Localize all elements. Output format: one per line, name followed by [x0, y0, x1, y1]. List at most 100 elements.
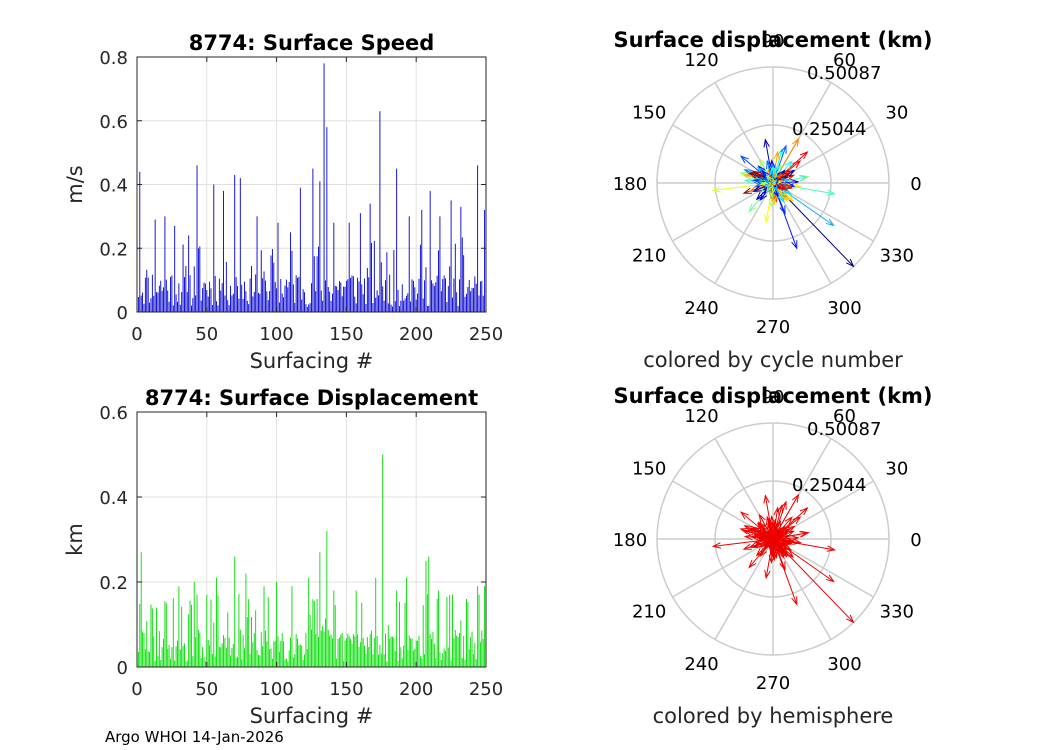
chart-subtitle: colored by cycle number	[643, 348, 903, 372]
vector-arrowhead	[774, 163, 781, 174]
bar	[260, 250, 262, 312]
bar	[422, 605, 424, 667]
y-axis-label: km	[63, 523, 87, 556]
bar	[313, 256, 315, 312]
y-tick-label: 0.8	[99, 48, 128, 69]
bar	[373, 240, 375, 312]
vector-arrowhead	[761, 169, 770, 179]
bar	[345, 280, 347, 312]
bar	[309, 614, 311, 667]
bar	[375, 577, 377, 667]
bar	[199, 632, 201, 667]
vector-arrowhead	[780, 192, 790, 201]
bar	[431, 280, 433, 312]
vector-arrowhead	[777, 538, 787, 546]
bar	[379, 644, 381, 667]
bar	[419, 244, 421, 312]
bar	[386, 661, 388, 667]
bar	[412, 280, 414, 312]
x-tick-label: 50	[195, 679, 218, 700]
x-tick-label: 250	[469, 679, 503, 700]
bar	[348, 222, 350, 312]
vector-arrowhead	[752, 170, 762, 178]
bar	[318, 246, 319, 312]
bar	[234, 174, 236, 312]
bar	[425, 560, 427, 667]
bar	[211, 304, 213, 312]
vector-arrowhead	[764, 213, 771, 224]
bar	[185, 265, 187, 312]
bar	[287, 287, 289, 312]
bar	[475, 283, 477, 312]
vector-arrowhead	[761, 525, 770, 535]
bar	[428, 556, 430, 667]
bar	[147, 651, 149, 667]
bar	[277, 222, 279, 312]
vector-arrowhead	[759, 192, 768, 202]
angle-tick-label: 60	[833, 406, 856, 427]
bar	[354, 636, 356, 667]
bar	[302, 659, 304, 667]
bar	[378, 654, 379, 667]
bar	[295, 275, 297, 312]
bar	[264, 280, 266, 312]
bar	[284, 285, 286, 312]
bar	[468, 649, 470, 667]
bar	[137, 651, 139, 667]
vector-arrowhead	[780, 500, 787, 510]
vector-arrowhead	[758, 157, 766, 167]
bar	[460, 206, 462, 312]
bar	[318, 636, 319, 667]
bar	[379, 111, 381, 312]
polar-hemisphere-chart: 0 30 60 90 120 150 180 210 240 270 300 330 0.25044 0.…	[613, 384, 933, 728]
bar	[288, 650, 290, 667]
bar	[171, 275, 173, 312]
bar	[369, 634, 371, 667]
bar	[294, 654, 296, 667]
bar	[241, 284, 243, 312]
bar	[479, 642, 481, 667]
bar	[285, 658, 287, 667]
bar	[454, 243, 456, 312]
bar	[274, 282, 276, 312]
bar	[273, 262, 275, 312]
bar	[319, 552, 321, 667]
displacement-bar-chart: 0 50 100 150 200 250 0 0.2 0.4 0.6 8774: Surface D…	[63, 386, 503, 728]
vector-arrowhead	[799, 151, 809, 160]
bar	[376, 636, 378, 667]
bar	[168, 301, 170, 312]
bar	[467, 602, 469, 667]
bar	[426, 594, 428, 667]
axes-box	[136, 411, 487, 668]
bar	[154, 660, 156, 667]
bar	[312, 168, 314, 312]
vector-arrowhead	[792, 160, 802, 169]
bar	[304, 654, 305, 667]
chart-title: Surface displacement (km)	[613, 384, 932, 408]
bar	[214, 275, 216, 312]
bar	[336, 658, 338, 667]
x-tick-label: 0	[131, 679, 142, 700]
bar	[195, 295, 197, 312]
bar	[341, 296, 343, 312]
bar	[442, 653, 444, 667]
bar	[160, 280, 162, 312]
bar	[383, 654, 385, 667]
bar	[442, 279, 444, 312]
bar	[244, 648, 245, 667]
bar	[248, 599, 250, 667]
bar	[290, 232, 292, 312]
angle-tick-label: 180	[613, 530, 647, 551]
bar	[225, 647, 227, 667]
bar	[410, 301, 412, 312]
bar	[252, 642, 254, 667]
bar	[456, 635, 458, 667]
bar	[408, 635, 410, 667]
y-tick-label: 0	[117, 658, 128, 679]
bar	[220, 647, 222, 667]
bar	[241, 659, 243, 667]
vector-arrowhead	[711, 186, 722, 193]
radial-tick-label: 0.50087	[807, 63, 881, 84]
bar	[249, 278, 251, 312]
bar	[144, 277, 146, 312]
